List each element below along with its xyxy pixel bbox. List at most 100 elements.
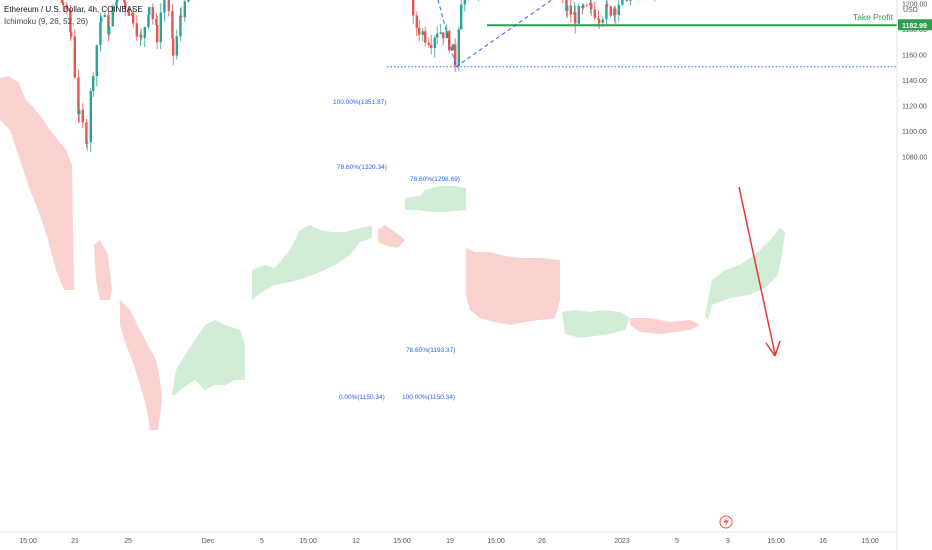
candle-body [70,32,73,37]
candle [78,100,81,123]
candle-body [77,77,80,114]
candle-body [585,5,588,6]
candle-body [140,34,143,38]
cloud-bullish [405,186,466,212]
candle [460,0,463,30]
candle-body [430,44,433,49]
candle [132,7,135,28]
x-tick-label: 15:00 [861,538,879,545]
candle-body [89,90,92,143]
x-tick-label: Dec [202,538,215,545]
candle [167,0,170,17]
candle [430,35,433,55]
candle [115,1,118,12]
candle [445,24,448,39]
candle [433,35,436,58]
fib-label: 0.00%(1150.34) [339,394,385,401]
candle [151,3,154,25]
candle [565,0,568,17]
candle [566,0,569,18]
candle-body [124,2,127,9]
candle [111,4,114,27]
x-tick-label: 15:00 [487,538,505,545]
candle [183,0,186,23]
y-tick-label: 1180.00 [902,27,927,34]
lightning-bolt [723,517,729,527]
candle [442,32,445,46]
x-tick-label: 15:00 [19,538,37,545]
candle-body [439,32,442,34]
candle-body [629,0,632,1]
candle [89,88,92,153]
candle-body [582,5,585,8]
cloud-bullish [562,310,630,338]
fib-label: 100.00%(1150.34) [402,394,455,401]
candle-body [123,0,126,3]
candle [81,103,84,128]
y-tick-label: 1140.00 [902,78,927,85]
candle [424,26,427,47]
cloud-bearish [94,240,112,300]
candle-body [73,36,76,78]
x-tick-label: 9 [726,538,730,545]
candle-body [180,15,183,18]
arrow-head-icon [765,340,781,357]
candle-body [65,5,68,10]
fib-label: 78.60%(1193.37) [406,347,455,354]
candle-body [151,7,154,19]
candle-body [147,14,150,28]
x-tick-label: 26 [538,538,546,545]
candle [163,0,166,22]
candle-body [100,16,103,23]
candle [60,0,64,4]
candle-body [424,31,427,43]
fib-label: 78.60%(1298.69) [410,176,460,183]
candle [95,44,98,87]
trade-overlay: Stop LossSell EntryTake Profit100.00%(13… [333,0,897,401]
candle [70,27,73,39]
candle-body [601,19,604,23]
candle [457,26,460,71]
candle-body [463,0,466,5]
candle [175,29,178,60]
cloud-bullish [252,225,372,300]
candle [148,6,151,21]
y-tick-label: 1200.00 [902,2,927,9]
candle-body [454,44,457,66]
candle-body [69,9,72,33]
candle-body [621,0,624,5]
candle-body [99,22,102,46]
x-tick-label: 15:00 [393,538,411,545]
fib-label: 78.60%(1320.34) [337,164,387,171]
candle-body [566,5,569,11]
candle [140,28,143,41]
candle [621,0,624,7]
x-tick-label: 12 [352,538,360,545]
candle-body [442,32,445,39]
candle-body [605,4,608,20]
candle-body [412,0,415,16]
candle-body [418,28,421,35]
candle [577,3,580,25]
cloud-bearish [378,225,405,248]
cloud-bearish [120,300,162,430]
x-tick-label: 15:00 [767,538,785,545]
candle-body [62,2,65,6]
candle [477,0,479,2]
candle [135,15,138,42]
take-profit-price-tag [898,19,932,31]
candle [451,44,454,51]
candle [92,72,95,97]
cloud-bullish [172,320,245,395]
candle [187,0,190,3]
candle-body [590,2,593,10]
candle-body [60,0,64,3]
candle-body [593,9,596,19]
candle [625,0,628,3]
candle-body [577,5,580,24]
candles [60,0,656,153]
candle-body [433,37,436,49]
candle [412,0,415,25]
candle-body [86,142,89,144]
candle-body [132,12,135,24]
